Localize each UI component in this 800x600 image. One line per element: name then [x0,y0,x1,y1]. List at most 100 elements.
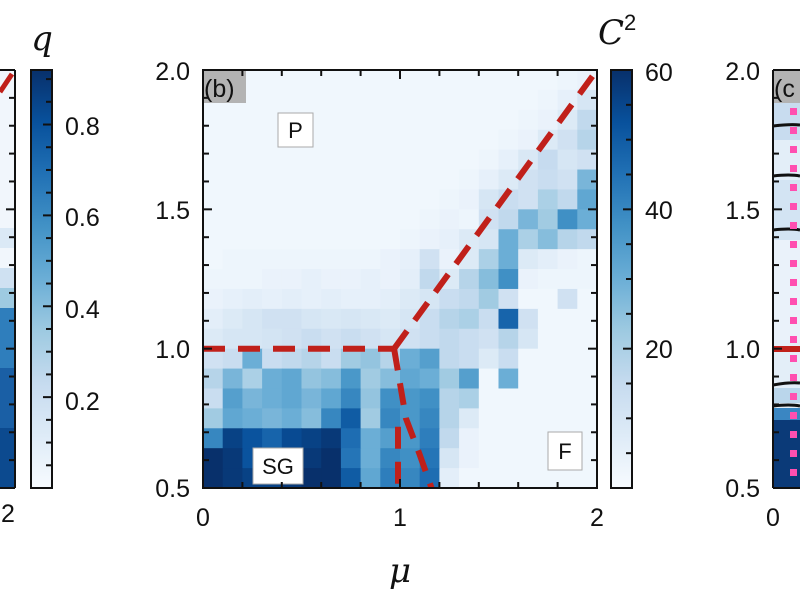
heatmap-cell [203,229,224,250]
heatmap-cell [400,348,421,370]
heatmap-cell [380,408,401,429]
heatmap-cell [301,70,322,91]
heatmap-cell [439,129,460,151]
heatmap-cell [400,468,421,488]
heatmap-cell [439,288,460,310]
heatmap-cell [439,388,460,409]
heatmap-cell [459,308,480,330]
heatmap-cell [537,468,559,488]
heatmap-cell [281,189,303,210]
heatmap-cell [439,328,460,350]
heatmap-cell [439,89,460,111]
region-label-f: F [547,431,583,471]
heatmap-cell [360,388,381,409]
heatmap-cell [262,249,283,270]
heatmap-cell [281,269,303,290]
heatmap-cell [262,408,283,429]
heatmap-cell [360,229,381,250]
right-y-tick-1.0: 1.0 [725,336,760,364]
heatmap-cell [222,169,243,191]
heatmap-cell [478,468,500,488]
heatmap-cell [459,288,480,310]
heatmap-cell [518,109,539,131]
heatmap-cell [400,89,421,111]
heatmap-cell [321,308,342,330]
heatmap-cell [577,249,597,270]
heatmap-cell [262,308,283,330]
heatmap-cell [203,428,224,449]
heatmap-cell [498,308,519,330]
y-tick-2.0: 2.0 [155,58,190,86]
heatmap-cell [340,448,362,469]
heatmap-cell [419,468,440,488]
heatmap-cell [222,288,243,310]
heatmap-cell [340,70,362,91]
heatmap-cell [242,70,263,91]
heatmap-cell [577,209,597,230]
heatmap-cell [537,109,559,131]
heatmap-cell [577,328,597,350]
heatmap-cell [518,468,539,488]
heatmap-cell [478,428,500,449]
right-y-tick-1.5: 1.5 [725,197,760,225]
heatmap-cell [459,209,480,230]
heatmap-cell [498,169,519,191]
heatmap-cell [242,229,263,250]
heatmap-cell [360,149,381,171]
heatmap-cell [419,249,440,270]
heatmap-cell [321,89,342,111]
heatmap-cell [340,209,362,230]
heatmap-cell [419,189,440,210]
heatmap-cell [380,388,401,409]
heatmap-cell [301,408,322,429]
boundary-sg-f [391,348,435,488]
heatmap-cell [203,468,224,488]
heatmap-cell [242,109,263,131]
heatmap-cell [459,428,480,449]
heatmap-cell [577,388,597,409]
heatmap-cell [360,70,381,91]
heatmap-cell [262,229,283,250]
heatmap-cell [242,249,263,270]
right-y-tick-0.5: 0.5 [725,475,760,503]
heatmap-cell [498,249,519,270]
heatmap-cell [262,189,283,210]
heatmap-cell [577,348,597,370]
heatmap-cell [518,229,539,250]
heatmap-cell [281,89,303,111]
heatmap-cell [203,368,224,390]
heatmap-cell [242,149,263,171]
heatmap-cell [478,448,500,469]
heatmap-cell [419,149,440,171]
heatmap-cell [380,89,401,111]
heatmap-cell [380,229,401,250]
heatmap-cell [321,468,342,488]
heatmap-cell [262,209,283,230]
heatmap-cell [262,169,283,191]
heatmap-cell [419,70,440,91]
heatmap-cells [203,70,597,488]
heatmap-cell [281,308,303,330]
heatmap-cell [400,109,421,131]
heatmap-cell [360,348,381,370]
heatmap-cell [380,129,401,151]
heatmap-cell [439,149,460,171]
heatmap-cell [498,149,519,171]
heatmap-cell [203,328,224,350]
heatmap-cell [242,189,263,210]
heatmap-cell [281,388,303,409]
heatmap-cell [281,169,303,191]
heatmap-cell [577,129,597,151]
heatmap-cell [518,269,539,290]
heatmap-cell [459,169,480,191]
q-tick-0.2: 0.2 [65,388,100,416]
heatmap-cell [478,129,500,151]
heatmap-cell [518,249,539,270]
heatmap-cell [301,229,322,250]
heatmap-cell [537,70,559,91]
heatmap-cell [498,209,519,230]
heatmap-cell [518,428,539,449]
left-panel-partial: 2 q 0.8 0.6 0.4 0.2 [0,19,100,528]
heatmap-cell [360,288,381,310]
heatmap-cell [360,468,381,488]
